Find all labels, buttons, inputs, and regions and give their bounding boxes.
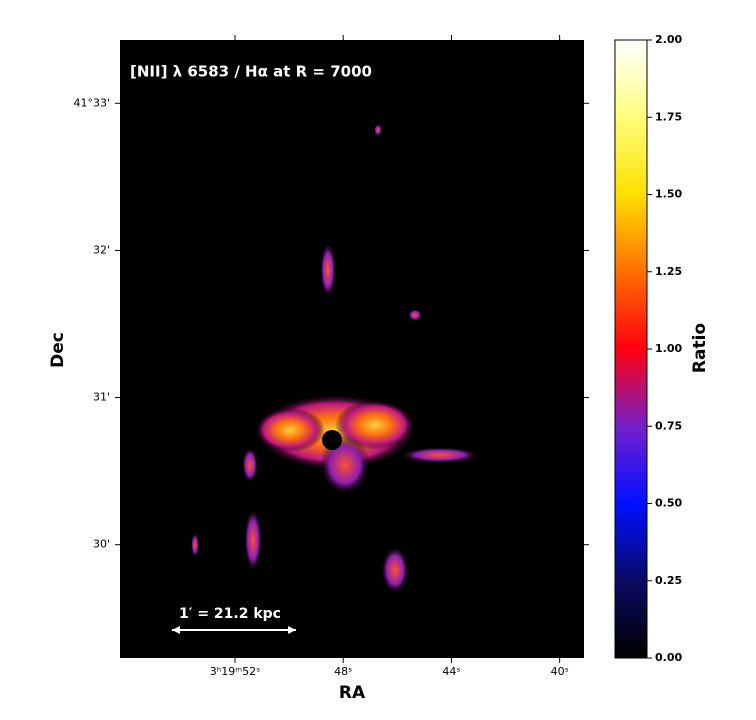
scale-bar-label: 1′ = 21.2 kpc [179, 606, 281, 622]
y-tick-label: 31' [93, 391, 110, 404]
colorbar-tick-label: 1.75 [655, 110, 682, 123]
y-tick-label: 32' [93, 243, 110, 256]
y-tick-label: 30' [93, 538, 110, 551]
x-axis-label: RA [339, 683, 366, 703]
colorbar-tick-label: 1.50 [655, 188, 682, 201]
x-tick-label: 44ˢ [442, 665, 460, 678]
x-tick-label: 3ʰ19ᵐ52ˢ [210, 665, 260, 678]
image-frame [120, 40, 584, 658]
colorbar-tick-label: 1.00 [655, 342, 682, 355]
y-tick-label: 41°33' [73, 96, 110, 109]
colorbar-tick-label: 0.50 [655, 497, 682, 510]
y-axis-label: Dec [48, 332, 68, 368]
emission-map [191, 124, 480, 594]
x-tick-label: 40ˢ [551, 665, 569, 678]
annotation: [NII] λ 6583 / Hα at R = 7000 [130, 63, 372, 81]
colorbar [614, 39, 648, 659]
colorbar-tick-label: 2.00 [655, 33, 682, 46]
colorbar-tick-label: 0.00 [655, 651, 682, 664]
colorbar-tick-label: 1.25 [655, 265, 682, 278]
colorbar-tick-label: 0.25 [655, 574, 682, 587]
colorbar-tick-label: 0.75 [655, 419, 682, 432]
colorbar-label: Ratio [690, 323, 710, 373]
x-tick-label: 48ˢ [334, 665, 352, 678]
